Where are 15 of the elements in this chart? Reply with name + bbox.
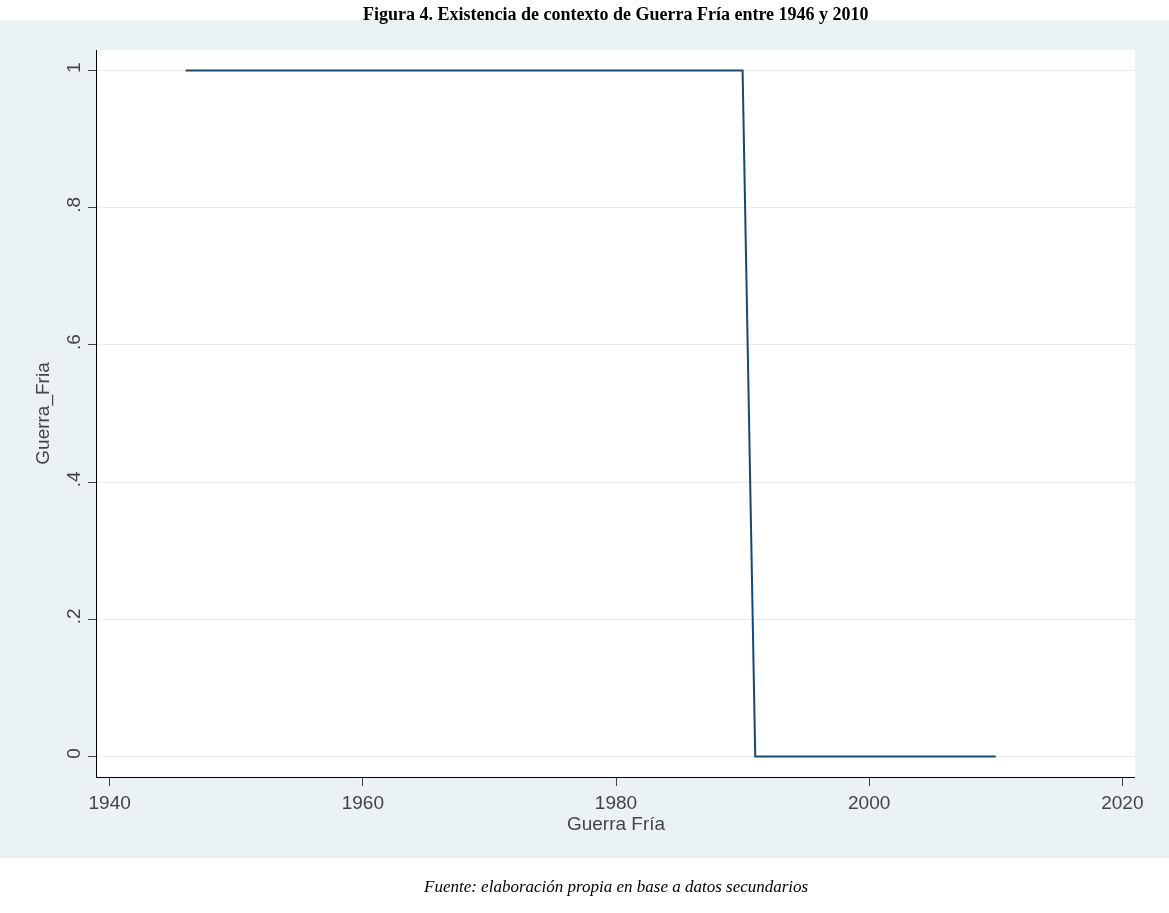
x-tick-label: 1980	[594, 791, 638, 813]
x-tick-label: 2020	[1101, 791, 1144, 813]
chart-title: Figura 4. Existencia de contexto de Guerra Fría entre 1946 y 2010	[363, 4, 869, 24]
source-note: Fuente: elaboración propia en base a datos secundarios	[423, 877, 809, 896]
x-axis-title: Guerra Fría	[566, 812, 666, 834]
y-tick-label: .2	[63, 608, 85, 625]
y-tick-label: .8	[63, 196, 85, 213]
x-tick-label: 1960	[341, 791, 384, 813]
y-tick-label: 1	[63, 62, 85, 74]
y-tick-label: .6	[63, 334, 85, 350]
x-tick-label: 1940	[88, 791, 131, 813]
x-tick-label: 2000	[848, 791, 891, 813]
y-tick-label: .4	[63, 470, 85, 488]
y-tick-label: 0	[63, 748, 85, 759]
y-axis-title: Guerra_Fria	[32, 361, 55, 465]
